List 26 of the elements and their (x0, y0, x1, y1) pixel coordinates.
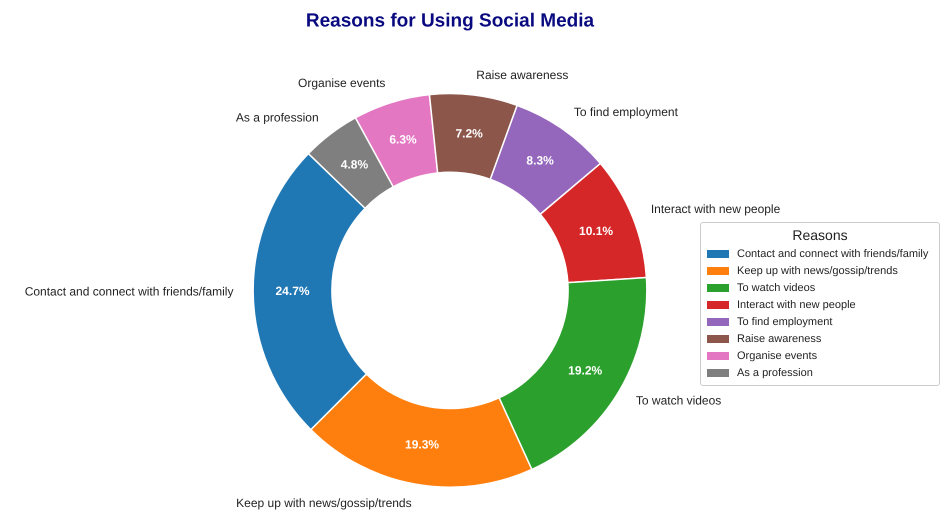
data-label: 8.3% (526, 154, 554, 168)
data-label: 24.7% (276, 284, 310, 298)
legend-label: Contact and connect with friends/family (737, 248, 928, 260)
legend-label: Organise events (737, 350, 818, 362)
slice-label: Contact and connect with friends/family (24, 284, 234, 299)
slice-label: Interact with new people (650, 202, 781, 216)
slice-label: To watch videos (636, 394, 722, 408)
data-label: 6.3% (389, 132, 418, 146)
chart-title: Reasons for Using Social Media (306, 10, 595, 32)
data-label: 19.2% (568, 363, 603, 378)
data-label: 4.8% (340, 158, 368, 172)
legend-title: Reasons (791, 227, 849, 243)
legend-label: To watch videos (737, 282, 816, 294)
slice-label: Raise awareness (476, 68, 568, 82)
slice-label: To find employment (574, 105, 679, 120)
legend-label: To find employment (737, 316, 832, 328)
slice-label: Keep up with news/gossip/trends (236, 496, 412, 510)
slice-label: Organise events (298, 76, 386, 90)
legend-label: As a profession (737, 366, 813, 378)
legend-label: Raise awareness (737, 332, 822, 344)
data-label: 19.3% (405, 438, 440, 452)
data-label: 7.2% (455, 126, 484, 140)
slice-label: As a profession (236, 110, 319, 125)
legend-label: Interact with new people (737, 298, 856, 310)
legend-label: Keep up with news/gossip/trends (737, 264, 898, 276)
data-label: 10.1% (579, 224, 614, 238)
